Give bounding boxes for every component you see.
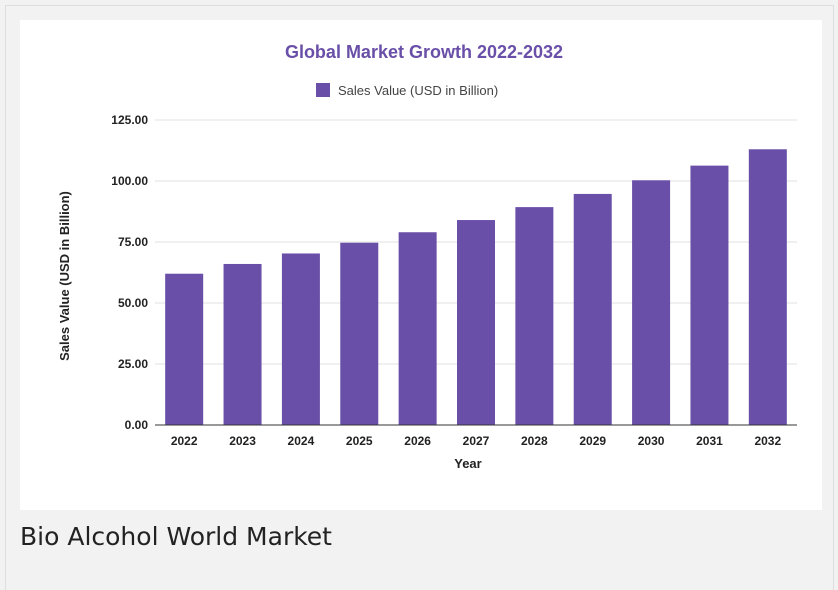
y-axis-ticks: 0.00 25.00 50.00 75.00 100.00 125.00 [111,113,148,432]
y-tick-label: 75.00 [118,235,148,249]
chart-title: Global Market Growth 2022-2032 [285,42,563,62]
x-tick-label: 2024 [288,434,315,448]
y-tick-label: 50.00 [118,296,148,310]
x-tick-label: 2031 [696,434,723,448]
bar-2023 [223,263,262,425]
bar-2026 [398,232,437,425]
bar-2029 [573,193,612,425]
y-tick-label: 0.00 [125,418,149,432]
x-tick-label: 2028 [521,434,548,448]
legend-label: Sales Value (USD in Billion) [338,83,498,98]
x-tick-label: 2026 [404,434,431,448]
bar-2032 [748,149,787,425]
x-tick-label: 2032 [754,434,781,448]
chart-card: Global Market Growth 2022-2032 Sales Val… [20,20,822,510]
x-tick-label: 2029 [579,434,606,448]
x-axis-ticks: 2022 2023 2024 2025 2026 2027 2028 2029 2030 2031… [171,434,782,448]
y-tick-label: 125.00 [111,113,148,127]
x-axis-title: Year [454,456,481,471]
y-axis-title: Sales Value (USD in Billion) [57,191,72,361]
bar-2027 [457,220,495,425]
bar-2030 [632,180,671,425]
bars [165,149,787,426]
bar-2022 [165,273,204,425]
y-tick-label: 25.00 [118,357,148,371]
bar-2028 [515,207,554,425]
bar-2031 [690,165,729,426]
bar-2024 [281,253,320,425]
x-tick-label: 2030 [638,434,665,448]
bar-chart: Global Market Growth 2022-2032 Sales Val… [57,42,797,471]
x-tick-label: 2027 [463,434,490,448]
x-tick-label: 2023 [229,434,256,448]
legend-swatch [316,83,330,97]
bar-2025 [340,242,379,425]
chart-caption: Bio Alcohol World Market [20,522,332,551]
x-tick-label: 2022 [171,434,198,448]
y-tick-label: 100.00 [111,174,148,188]
x-tick-label: 2025 [346,434,373,448]
